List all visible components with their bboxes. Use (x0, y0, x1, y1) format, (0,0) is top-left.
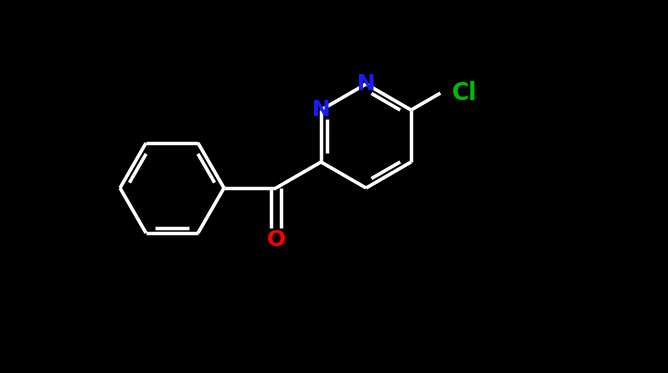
Text: N: N (312, 100, 330, 120)
Text: Cl: Cl (452, 81, 478, 105)
Text: O: O (267, 230, 285, 250)
Text: N: N (357, 74, 375, 94)
